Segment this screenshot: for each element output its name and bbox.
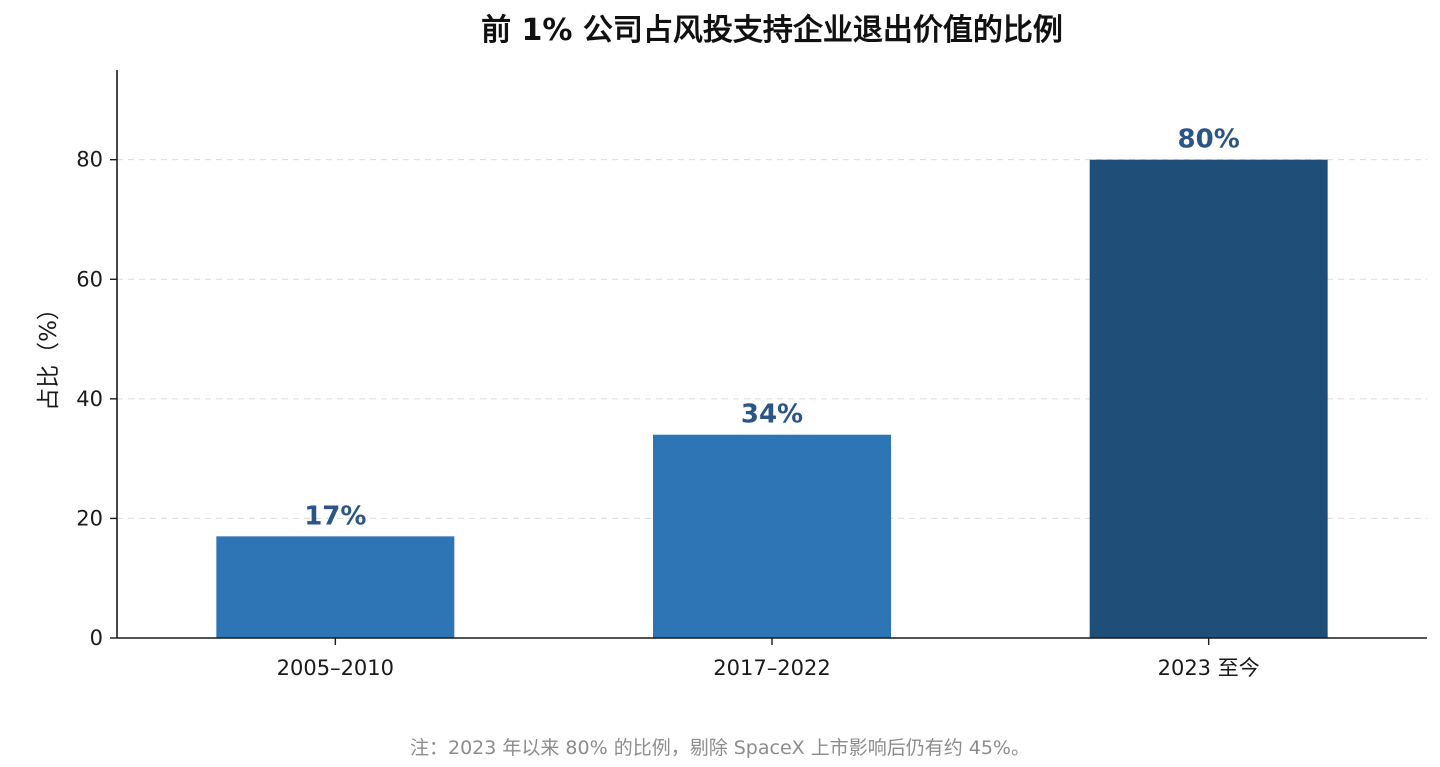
chart-title: 前 1% 公司占风投支持企业退出价值的比例 xyxy=(481,13,1063,48)
bars xyxy=(216,159,1328,638)
y-tick-label: 80 xyxy=(76,148,103,172)
y-ticks: 0 20 40 60 80 xyxy=(76,148,117,650)
x-tick-label: 2017–2022 xyxy=(713,656,830,680)
y-tick-label: 20 xyxy=(76,506,103,530)
bar-1 xyxy=(216,536,455,638)
data-label: 34% xyxy=(741,400,803,430)
data-labels: 17% 34% 80% xyxy=(304,125,1240,532)
x-ticks: 2005–2010 2017–2022 2023 至今 xyxy=(277,638,1260,680)
bar-2 xyxy=(653,434,891,638)
y-tick-label: 60 xyxy=(76,267,103,291)
bar-3 xyxy=(1089,159,1328,638)
data-label: 17% xyxy=(304,501,366,531)
x-tick-label: 2005–2010 xyxy=(277,656,394,680)
chart-note: 注：2023 年以来 80% 的比例，剔除 SpaceX 上市影响后仍有约 45… xyxy=(410,737,1030,759)
y-axis-label: 占比（%） xyxy=(36,297,62,411)
y-tick-label: 0 xyxy=(90,626,103,650)
data-label: 80% xyxy=(1178,125,1240,155)
x-tick-label: 2023 至今 xyxy=(1158,656,1260,680)
y-tick-label: 40 xyxy=(76,387,103,411)
